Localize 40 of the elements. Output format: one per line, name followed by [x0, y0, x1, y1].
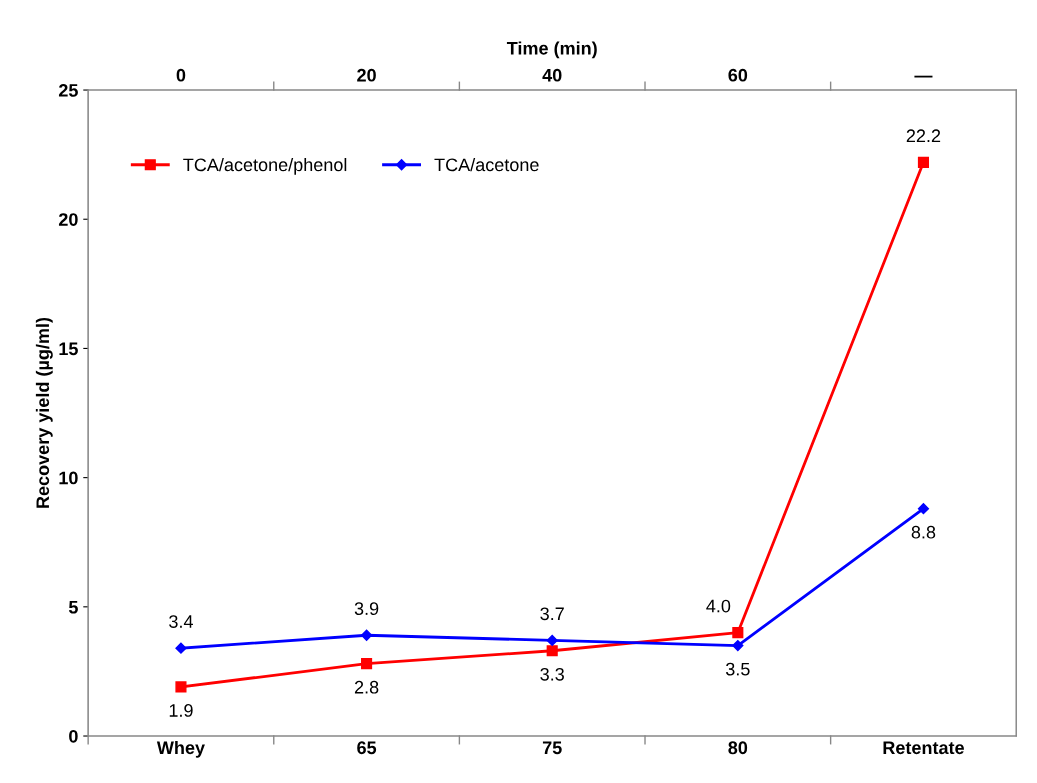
- x2-tick-label: —: [914, 75, 933, 78]
- y-tick-label: 20: [58, 213, 78, 226]
- data-label: 8.8: [911, 525, 936, 539]
- y-tick-label: 10: [59, 471, 78, 485]
- x2-axis-title: Time (min): [506, 41, 597, 59]
- data-label: 4.0: [706, 599, 731, 613]
- y-tick-label: 15: [59, 342, 78, 356]
- data-label: 22.2: [906, 129, 941, 142]
- data-label: 3.3: [540, 667, 564, 681]
- x-tick-label: 75: [542, 741, 562, 755]
- legend-label: TCA/acetone: [434, 157, 539, 172]
- y-tick-label: 0: [69, 729, 78, 743]
- point: [175, 642, 187, 654]
- point: [361, 658, 373, 670]
- point: [917, 503, 930, 515]
- point: [917, 156, 930, 168]
- data-label: 1.9: [169, 704, 193, 717]
- data-label: 3.7: [540, 607, 564, 621]
- x2-tick-label: 0: [176, 68, 186, 82]
- x-tick-label: 65: [357, 741, 377, 755]
- x2-tick-label: 40: [542, 68, 562, 82]
- point: [360, 629, 373, 641]
- data-label: 2.8: [354, 680, 379, 694]
- point: [175, 681, 187, 693]
- legend-label: TCA/acetone/phenol: [183, 157, 347, 175]
- point: [732, 627, 744, 639]
- x-tick-label: Whey: [156, 740, 205, 758]
- y-tick-label: 5: [68, 600, 78, 614]
- x-tick-label: Retentate: [883, 741, 964, 755]
- data-label: 3.5: [725, 662, 750, 676]
- x2-tick-label: 60: [728, 68, 748, 82]
- data-label: 3.9: [354, 602, 379, 616]
- point: [546, 645, 558, 657]
- point: [546, 634, 558, 647]
- data-label: 3.4: [169, 615, 193, 628]
- x2-tick-label: 20: [357, 68, 376, 82]
- point: [732, 639, 744, 652]
- y-tick-label: 25: [58, 83, 78, 97]
- y-axis-title: Recovery yield (µg/ml): [35, 317, 53, 508]
- x-tick-label: 80: [728, 741, 748, 755]
